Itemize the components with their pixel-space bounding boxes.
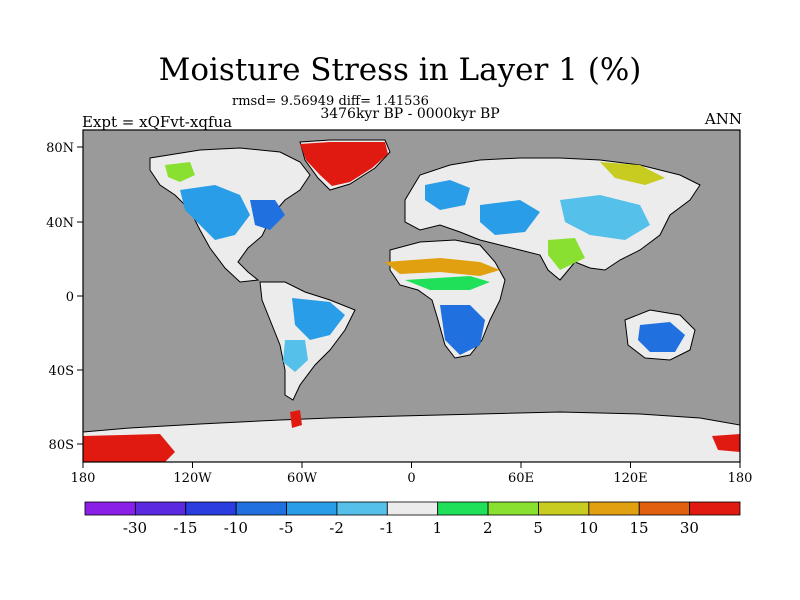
x-tick-label-1: 120W	[173, 471, 212, 486]
y-tick-label-4: 80S	[49, 438, 74, 453]
season-label: ANN	[704, 110, 742, 128]
colorbar-swatch-4	[286, 501, 338, 516]
north-america-negative-patch-1	[180, 185, 250, 240]
x-axis	[82, 462, 741, 468]
colorbar-label-1: -15	[173, 519, 197, 537]
colorbar-label-4: -2	[329, 519, 344, 537]
colorbar-label-6: 1	[433, 519, 443, 537]
antarctica-peninsula-positive	[290, 410, 302, 428]
india-positive-patch	[548, 238, 585, 270]
colorbar-label-8: 5	[533, 519, 543, 537]
colorbar-swatch-2	[185, 501, 237, 516]
canada-positive-patch	[165, 162, 195, 182]
south-america-negative-patch-1	[292, 298, 345, 340]
colorbar	[84, 501, 741, 516]
x-tick-label-2: 60W	[287, 471, 318, 486]
colorbar-label-5: -1	[380, 519, 395, 537]
colorbar-swatch-12	[689, 501, 741, 516]
experiment-label: Expt = xQFvt-xqfua	[82, 113, 233, 131]
greenland-positive-patch	[300, 142, 388, 186]
asia-negative-patch-1	[480, 200, 540, 235]
europe-asia	[404, 157, 701, 281]
africa-negative-patch	[440, 305, 485, 355]
colorbar-swatch-3	[235, 501, 287, 516]
x-tick-label-3: 0	[407, 471, 415, 486]
australia-negative-patch	[638, 322, 685, 352]
y-tick-label-1: 40N	[46, 216, 74, 231]
asia-negative-patch-2	[560, 195, 650, 240]
europe-negative-patch	[425, 180, 470, 210]
colorbar-label-7: 2	[483, 519, 493, 537]
colorbar-label-9: 10	[579, 519, 598, 537]
x-tick-label-0: 180	[71, 471, 96, 486]
colorbar-label-11: 30	[680, 519, 699, 537]
y-tick-label-0: 80N	[46, 141, 74, 156]
colorbar-swatch-1	[134, 501, 187, 516]
colorbar-swatch-5	[336, 501, 388, 516]
antarctica-west-positive	[83, 434, 175, 462]
sahara-positive-band	[385, 258, 500, 276]
x-tick-label-4: 60E	[508, 471, 534, 486]
colorbar-label-10: 15	[629, 519, 648, 537]
colorbar-swatch-9	[538, 501, 590, 516]
antarctica-east-positive	[712, 434, 740, 452]
colorbar-label-0: -30	[123, 519, 147, 537]
stress-anomaly-patches	[83, 142, 740, 462]
x-tick-labels: 180 120W 60W 0 60E 120E 180	[71, 471, 753, 486]
colorbar-swatch-11	[638, 501, 691, 516]
plot-title: Moisture Stress in Layer 1 (%)	[158, 52, 642, 88]
colorbar-swatch-7	[437, 501, 489, 516]
colorbar-swatch-10	[588, 501, 640, 516]
stats-line: rmsd= 9.56949 diff= 1.41536	[232, 94, 429, 109]
y-tick-labels: 80N 40N 0 40S 80S	[46, 141, 74, 453]
south-america-negative-patch-2	[283, 340, 308, 372]
period-label: 3476kyr BP - 0000kyr BP	[320, 106, 500, 122]
colorbar-label-2: -10	[224, 519, 248, 537]
colorbar-swatch-8	[487, 501, 539, 516]
sahel-positive-band	[405, 276, 490, 290]
north-america-negative-patch-2	[250, 200, 285, 230]
siberia-positive-patch	[600, 162, 665, 185]
x-tick-label-6: 180	[728, 471, 753, 486]
x-tick-label-5: 120E	[613, 471, 647, 486]
y-tick-label-2: 0	[66, 290, 74, 305]
colorbar-label-3: -5	[279, 519, 294, 537]
colorbar-labels: -30 -15 -10 -5 -2 -1 1 2 5 10 15 30	[123, 519, 699, 537]
colorbar-swatch-6	[386, 501, 439, 516]
colorbar-swatch-0	[84, 501, 136, 516]
y-axis	[77, 146, 83, 445]
y-tick-label-3: 40S	[49, 364, 74, 379]
